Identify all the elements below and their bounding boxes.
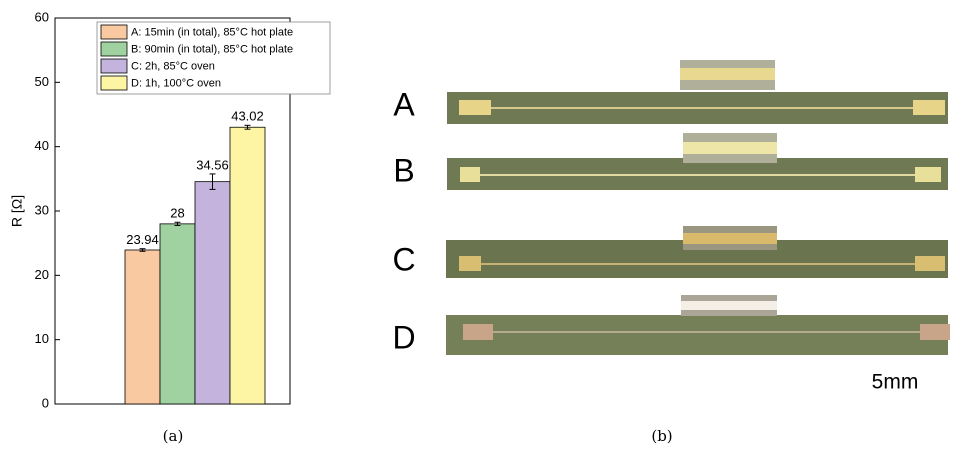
data-label: 43.02 bbox=[231, 109, 264, 124]
legend-swatch bbox=[101, 76, 127, 90]
caption: (a) bbox=[163, 427, 184, 445]
legend-label: B: 90min (in total), 85°C hot plate bbox=[131, 43, 293, 55]
legend-swatch bbox=[101, 42, 127, 56]
bar bbox=[195, 182, 230, 404]
y-tick-label: 50 bbox=[35, 74, 49, 89]
data-label: 23.94 bbox=[126, 232, 159, 247]
bar bbox=[125, 250, 160, 404]
y-tick-label: 20 bbox=[35, 267, 49, 282]
photo-label: B bbox=[393, 152, 414, 188]
y-tick-label: 10 bbox=[35, 331, 49, 346]
y-tick-label: 30 bbox=[35, 202, 49, 217]
photo-label: A bbox=[393, 86, 415, 122]
y-tick-label: 0 bbox=[42, 395, 49, 410]
figure: (a) (b) AB C D 5mm 0 10 20 30 40 50 60 R [Ω] 23.94 2… bbox=[0, 0, 955, 448]
bar bbox=[160, 224, 195, 404]
scale-label: 5mm bbox=[872, 371, 919, 394]
caption: (b) bbox=[651, 427, 672, 445]
data-label: 28 bbox=[170, 206, 184, 221]
photo-label: C bbox=[392, 241, 415, 277]
y-tick-label: 60 bbox=[35, 9, 49, 24]
photo-label: D bbox=[392, 319, 415, 355]
data-label: 34.56 bbox=[196, 157, 229, 172]
bar bbox=[230, 127, 265, 404]
legend-label: A: 15min (in total), 85°C hot plate bbox=[131, 26, 293, 38]
photos bbox=[446, 60, 950, 355]
legend-swatch bbox=[101, 25, 127, 39]
y-axis-label: R [Ω] bbox=[9, 195, 25, 227]
legend-swatch bbox=[101, 59, 127, 73]
y-tick-label: 40 bbox=[35, 138, 49, 153]
legend-label: C: 2h, 85°C oven bbox=[131, 60, 215, 72]
legend-label: D: 1h, 100°C oven bbox=[131, 77, 221, 89]
